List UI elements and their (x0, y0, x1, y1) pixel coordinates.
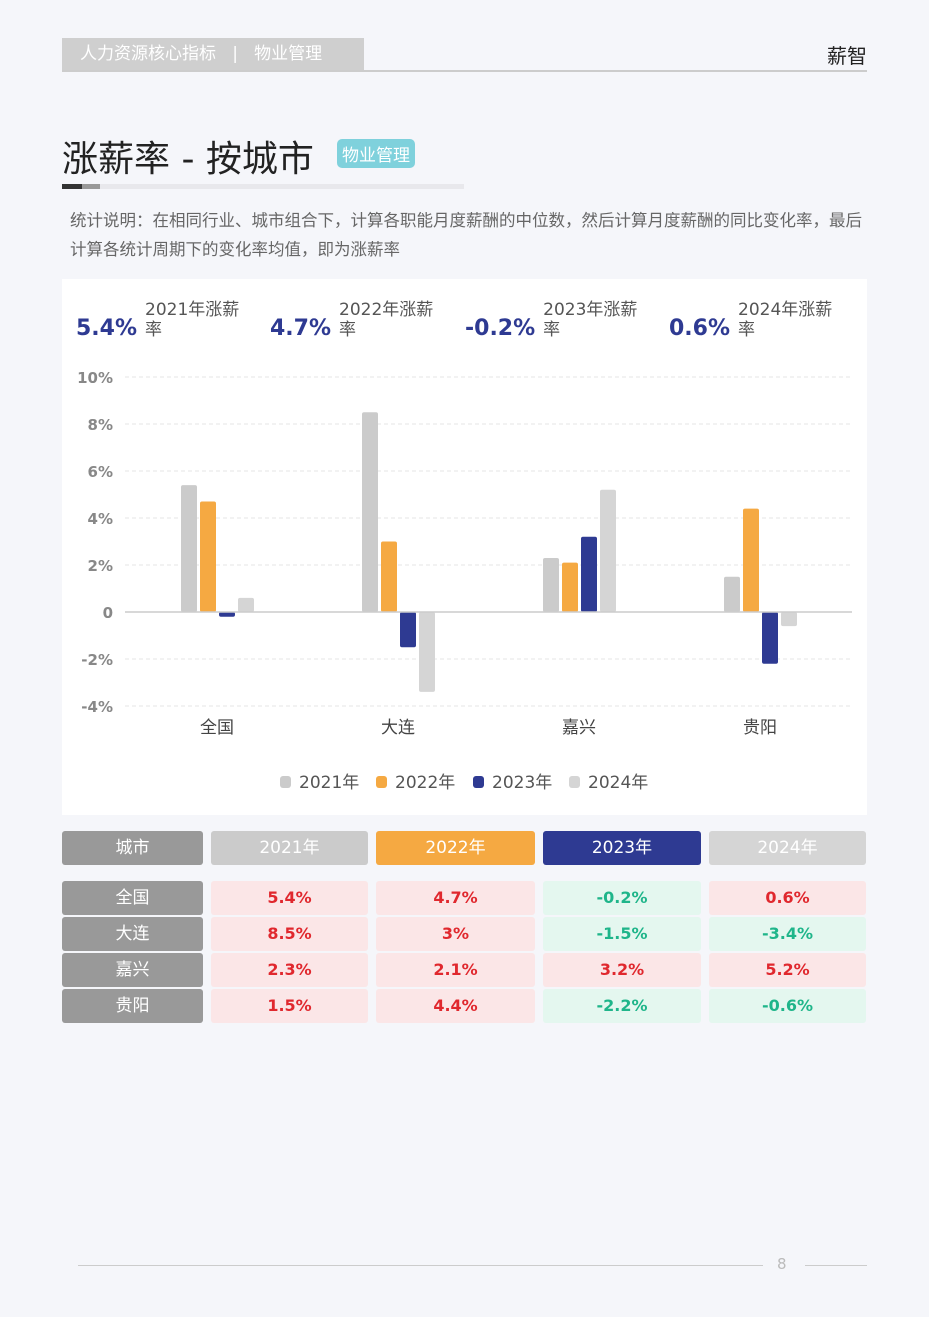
footer-line (805, 1265, 867, 1266)
title-underline-dark (62, 184, 82, 189)
column-header: 城市 (62, 831, 203, 865)
industry-tag: 物业管理 (337, 139, 415, 168)
value-cell: 5.2% (709, 953, 866, 987)
kpi-value: -0.2% (465, 316, 536, 341)
city-cell: 全国 (62, 881, 203, 915)
bar-2021年-贵阳 (724, 576, 740, 612)
value-cell: -1.5% (543, 917, 701, 951)
legend-swatch (376, 776, 387, 788)
kpi-value: 5.4% (76, 316, 138, 341)
bar-2022年-大连 (381, 541, 397, 612)
section-header: 人力资源核心指标 | 物业管理 (62, 38, 364, 71)
x-tick-label: 全国 (200, 718, 234, 738)
kpi-label: 2022年涨薪率 (339, 300, 434, 340)
y-tick-label: 10% (77, 369, 113, 387)
column-header: 2022年 (376, 831, 535, 865)
city-cell: 大连 (62, 917, 203, 951)
brand-logo: 薪智 (827, 44, 867, 68)
value-cell: -0.2% (543, 881, 701, 915)
value-cell: 1.5% (211, 989, 368, 1023)
header-divider (62, 70, 867, 72)
legend-swatch (569, 776, 580, 788)
title-underline (62, 184, 464, 189)
value-cell: 2.3% (211, 953, 368, 987)
bar-2023年-贵阳 (762, 612, 778, 664)
value-cell: 4.4% (376, 989, 535, 1023)
kpi-label: 2024年涨薪率 (738, 300, 833, 340)
bar-2023年-全国 (219, 612, 235, 617)
value-cell: 3.2% (543, 953, 701, 987)
value-cell: -3.4% (709, 917, 866, 951)
city-cell: 贵阳 (62, 989, 203, 1023)
y-tick-label: 2% (88, 557, 113, 575)
kpi-2024: 0.6% 2024年涨薪率 (669, 300, 848, 341)
legend-label: 2021年 (299, 773, 359, 793)
kpi-label: 2023年涨薪率 (543, 300, 638, 340)
bar-2024年-大连 (419, 612, 435, 692)
x-tick-label: 贵阳 (743, 718, 777, 738)
footer-line (78, 1265, 763, 1266)
bar-2024年-贵阳 (781, 612, 797, 627)
kpi-label: 2021年涨薪率 (145, 300, 240, 340)
city-cell: 嘉兴 (62, 953, 203, 987)
value-cell: 3% (376, 917, 535, 951)
y-tick-label: 8% (88, 416, 113, 434)
y-tick-label: 6% (88, 463, 113, 481)
bar-2022年-嘉兴 (562, 562, 578, 612)
value-cell: 0.6% (709, 881, 866, 915)
page-number: 8 (777, 1255, 787, 1273)
legend-label: 2024年 (588, 773, 648, 793)
title-underline-mid (82, 184, 100, 189)
column-header: 2024年 (709, 831, 866, 865)
page-title: 涨薪率 - 按城市 (62, 139, 314, 180)
column-header: 2023年 (543, 831, 701, 865)
value-cell: 4.7% (376, 881, 535, 915)
value-cell: 5.4% (211, 881, 368, 915)
bar-2023年-嘉兴 (581, 536, 597, 612)
value-cell: 2.1% (376, 953, 535, 987)
kpi-value: 0.6% (669, 316, 731, 341)
bar-chart: -4% -2% 0 2% 4% 6% 8% 10% 全国 大连 嘉兴 贵阳 2021年 2022年 2023… (77, 369, 852, 793)
x-tick-label: 大连 (381, 718, 415, 738)
y-tick-label: 0 (103, 604, 113, 622)
kpi-value: 4.7% (270, 316, 332, 341)
bar-2024年-全国 (238, 597, 254, 612)
kpi-2022: 4.7% 2022年涨薪率 (270, 300, 449, 341)
bar-2022年-全国 (200, 501, 216, 612)
y-tick-label: 4% (88, 510, 113, 528)
legend-label: 2023年 (492, 773, 552, 793)
bar-2021年-嘉兴 (543, 557, 559, 612)
x-tick-label: 嘉兴 (562, 718, 596, 738)
value-cell: -2.2% (543, 989, 701, 1023)
bar-2024年-嘉兴 (600, 489, 616, 612)
bar-2021年-全国 (181, 485, 197, 612)
value-cell: -0.6% (709, 989, 866, 1023)
kpi-2023: -0.2% 2023年涨薪率 (465, 300, 653, 341)
description: 统计说明：在相同行业、城市组合下，计算各职能月度薪酬的中位数，然后计算月度薪酬的… (70, 211, 862, 259)
kpi-2021: 5.4% 2021年涨薪率 (76, 300, 255, 341)
legend-label: 2022年 (395, 773, 455, 793)
bar-2022年-贵阳 (743, 508, 759, 612)
y-tick-label: -4% (81, 698, 113, 716)
legend-swatch (280, 776, 291, 788)
value-cell: 8.5% (211, 917, 368, 951)
legend-swatch (473, 776, 484, 788)
y-tick-label: -2% (81, 651, 113, 669)
bar-2023年-大连 (400, 612, 416, 648)
bar-2021年-大连 (362, 412, 378, 612)
column-header: 2021年 (211, 831, 368, 865)
